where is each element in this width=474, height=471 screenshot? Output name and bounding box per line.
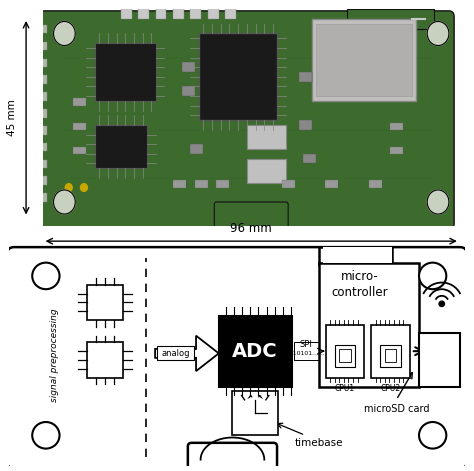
Bar <box>312 19 416 101</box>
Bar <box>36 109 47 118</box>
Bar <box>191 144 203 154</box>
Bar <box>371 325 410 378</box>
Bar <box>36 58 47 67</box>
Text: signal preprocessing: signal preprocessing <box>51 309 59 402</box>
Circle shape <box>54 22 75 46</box>
Bar <box>173 180 186 187</box>
Circle shape <box>239 398 271 429</box>
Circle shape <box>427 22 449 46</box>
Bar <box>73 122 86 130</box>
Bar <box>319 247 392 265</box>
Bar <box>325 180 338 187</box>
FancyBboxPatch shape <box>188 443 277 471</box>
Bar <box>182 87 195 96</box>
Text: 96 mm: 96 mm <box>230 222 272 235</box>
Bar <box>208 7 219 19</box>
Bar <box>36 143 47 152</box>
Bar <box>36 126 47 135</box>
Bar <box>217 180 229 187</box>
Bar <box>380 345 401 367</box>
Bar <box>390 146 403 154</box>
Bar <box>225 7 236 19</box>
Polygon shape <box>155 336 219 371</box>
Bar <box>282 180 295 187</box>
Bar <box>319 263 419 387</box>
Bar <box>303 154 317 163</box>
Text: analog: analog <box>161 349 190 358</box>
Text: 1010101......: 1010101...... <box>286 351 325 356</box>
Bar <box>73 98 86 106</box>
Circle shape <box>419 263 447 289</box>
Circle shape <box>81 184 87 191</box>
Bar <box>199 33 277 120</box>
FancyBboxPatch shape <box>7 247 467 469</box>
Bar <box>195 180 208 187</box>
Bar <box>36 92 47 101</box>
Bar <box>36 160 47 168</box>
Text: microSD card: microSD card <box>364 404 429 414</box>
Bar <box>138 7 149 19</box>
Circle shape <box>65 184 72 191</box>
Bar <box>219 316 292 387</box>
FancyBboxPatch shape <box>214 202 288 231</box>
Bar <box>232 391 278 435</box>
Bar <box>385 349 396 362</box>
Bar <box>294 342 319 360</box>
Circle shape <box>427 190 449 214</box>
Bar <box>155 7 166 19</box>
Bar <box>419 333 460 387</box>
Bar <box>247 125 286 149</box>
Bar <box>326 325 365 378</box>
Bar <box>299 120 312 130</box>
Bar <box>299 72 312 81</box>
Bar <box>247 159 286 183</box>
Bar <box>95 125 147 168</box>
Bar <box>87 285 123 320</box>
Bar <box>335 345 356 367</box>
Bar <box>316 24 412 96</box>
Bar <box>390 122 403 130</box>
Bar <box>36 41 47 50</box>
Bar <box>121 7 132 19</box>
FancyBboxPatch shape <box>40 11 454 229</box>
Bar <box>73 146 86 154</box>
Text: CPU1: CPU1 <box>335 384 355 393</box>
Bar <box>323 247 392 263</box>
Circle shape <box>54 190 75 214</box>
Bar <box>36 193 47 202</box>
Circle shape <box>32 422 60 448</box>
Circle shape <box>32 263 60 289</box>
Text: micro-
controller: micro- controller <box>331 270 388 299</box>
Bar <box>173 7 184 19</box>
Text: CPU2: CPU2 <box>380 384 401 393</box>
Text: timebase: timebase <box>295 438 343 447</box>
Bar <box>36 75 47 84</box>
Bar <box>368 180 382 187</box>
Bar <box>347 9 434 29</box>
Bar <box>87 342 123 378</box>
Circle shape <box>439 301 445 307</box>
Bar <box>182 62 195 72</box>
Bar <box>36 177 47 185</box>
Text: ADC: ADC <box>232 341 278 361</box>
FancyBboxPatch shape <box>157 346 194 360</box>
Bar <box>339 349 351 362</box>
Bar <box>95 43 155 101</box>
Text: 45 mm: 45 mm <box>7 99 17 136</box>
Circle shape <box>419 422 447 448</box>
Bar <box>191 7 201 19</box>
Bar <box>36 25 47 33</box>
Text: SPI: SPI <box>300 340 313 349</box>
